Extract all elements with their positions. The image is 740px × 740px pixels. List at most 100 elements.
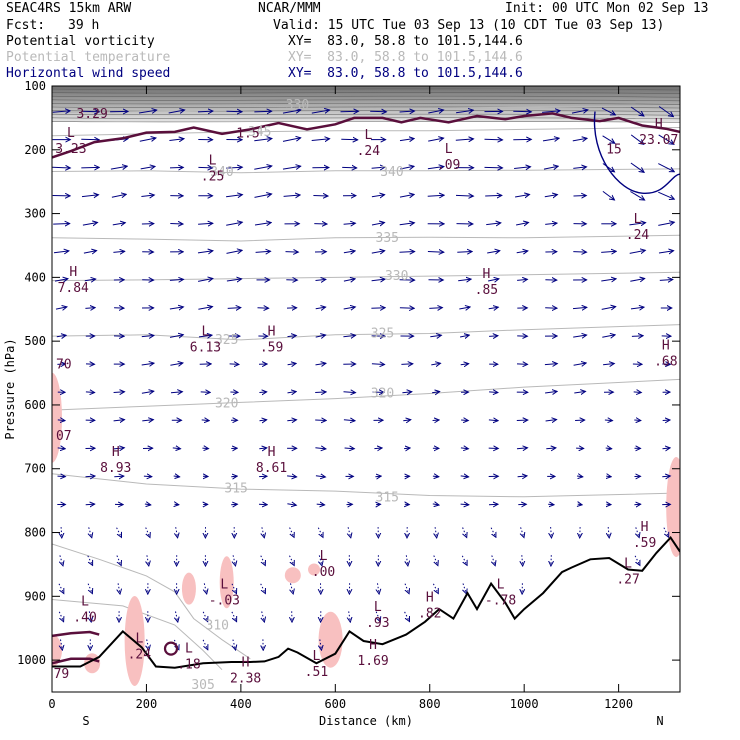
- wind-vector: [602, 135, 615, 144]
- wind-vector: [516, 223, 528, 226]
- wind-vector: [81, 139, 99, 140]
- tropopause-pv-contour: [52, 112, 680, 159]
- extremum-value: .24: [626, 228, 650, 243]
- wind-vector: [169, 167, 183, 168]
- extremum-type: L: [445, 142, 453, 157]
- wind-vector: [430, 335, 441, 337]
- extremum-value: 8.93: [100, 461, 131, 476]
- wind-vector: [198, 307, 212, 310]
- extremum-type: L: [634, 212, 642, 227]
- theta-label: 340: [380, 165, 403, 180]
- wind-vector: [198, 335, 212, 337]
- negative-pv-area: [308, 563, 321, 576]
- extremum-type: L: [364, 128, 372, 143]
- wind-vector: [175, 504, 179, 505]
- wind-vector: [316, 504, 325, 505]
- strat-contour: [52, 99, 680, 102]
- strat-contour: [52, 120, 680, 123]
- wind-vector: [375, 476, 381, 477]
- x-tick-label: 800: [419, 697, 441, 711]
- wind-vector: [658, 251, 674, 253]
- wind-vector: [254, 194, 272, 198]
- wind-vector: [630, 191, 644, 201]
- wind-vector: [542, 138, 559, 141]
- wind-vector: [371, 195, 385, 197]
- wind-vector: [315, 307, 326, 309]
- wind-vector: [53, 251, 69, 253]
- wind-vector: [282, 138, 301, 142]
- model-title: SEAC4RS 15km ARW: [6, 1, 132, 16]
- y-tick-label: 300: [24, 207, 46, 221]
- wind-vector: [315, 392, 326, 393]
- wind-vector: [427, 167, 444, 169]
- wind-vector: [85, 308, 95, 309]
- wind-vector: [315, 420, 326, 421]
- extremum-value: .09: [437, 158, 460, 173]
- wind-vector: [606, 476, 611, 477]
- wind-vector: [315, 335, 326, 337]
- wind-vector: [57, 476, 66, 477]
- y-tick-label: 1000: [17, 653, 46, 667]
- wind-vector: [602, 335, 615, 338]
- field-xy-pv: XY= 83.0, 58.8 to 101.5,144.6: [288, 34, 523, 49]
- extremum-value: 15: [606, 143, 622, 158]
- y-tick-label: 800: [24, 526, 46, 540]
- wind-vector: [630, 307, 644, 309]
- wind-vector: [545, 420, 557, 422]
- theta-label: 320: [215, 397, 238, 412]
- wind-vector: [84, 279, 96, 281]
- extremum-value: 70: [56, 357, 72, 372]
- theta-label: 315: [376, 490, 399, 505]
- negative-pv-area: [318, 611, 343, 668]
- endpoint-left-label: S: [82, 714, 89, 728]
- wind-vector: [630, 279, 644, 282]
- wind-vector: [226, 111, 243, 112]
- extremum-value: .24: [357, 144, 381, 159]
- wind-vector: [197, 251, 213, 253]
- extremum-type: H: [268, 324, 276, 339]
- y-tick-label: 100: [24, 79, 46, 93]
- org-label: NCAR/MMM: [258, 1, 321, 16]
- wind-vector: [546, 448, 556, 449]
- extremum-value: .59: [260, 340, 283, 355]
- wind-vector: [141, 363, 154, 365]
- wind-vector: [371, 279, 385, 281]
- y-tick-label: 400: [24, 270, 46, 284]
- wind-vector: [52, 111, 70, 112]
- negative-pv-area: [52, 372, 62, 463]
- wind-vector: [517, 279, 527, 280]
- wind-vector: [82, 223, 98, 226]
- wind-vector: [201, 420, 210, 421]
- wind-vector: [427, 195, 444, 196]
- wind-vector: [548, 504, 554, 505]
- wind-vector: [572, 138, 587, 141]
- wind-vector: [630, 162, 644, 172]
- terrain-line: [52, 535, 680, 669]
- wind-vector: [630, 106, 644, 116]
- wind-vector: [168, 110, 185, 113]
- wind-vector: [484, 167, 503, 168]
- field-xy-wind: XY= 83.0, 58.8 to 101.5,144.6: [288, 66, 523, 81]
- wind-vector: [605, 448, 612, 449]
- theta-label: 310: [206, 619, 229, 634]
- low-level-pv-contour: [52, 630, 100, 638]
- wind-vector: [402, 392, 411, 393]
- y-axis-title: Pressure (hPa): [3, 338, 17, 439]
- wind-vector: [456, 110, 473, 113]
- wind-vector: [227, 308, 241, 309]
- wind-vector: [484, 139, 503, 140]
- theta-label: 320: [371, 386, 394, 401]
- negative-pv-shading: [52, 372, 680, 686]
- wind-vector: [432, 476, 439, 477]
- wind-vector: [578, 504, 582, 505]
- theta-label: 330: [286, 98, 309, 113]
- wind-vector: [516, 251, 528, 253]
- wind-vector: [399, 308, 414, 309]
- theta-label: 340: [210, 165, 233, 180]
- extremum-type: H: [242, 655, 250, 670]
- extremum-value: 6.13: [190, 340, 221, 355]
- wind-vector: [141, 195, 154, 197]
- wind-vector: [459, 307, 470, 309]
- extremum-type: H: [112, 445, 120, 460]
- wind-vector: [226, 222, 242, 225]
